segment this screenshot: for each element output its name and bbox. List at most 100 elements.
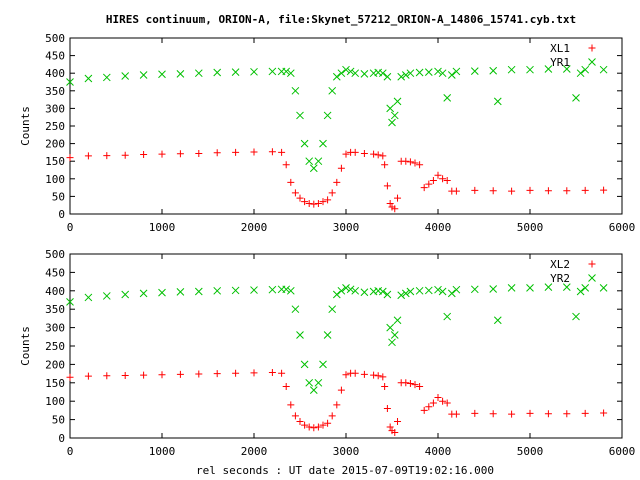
data-point	[195, 149, 203, 157]
y-tick-label: 100	[45, 395, 65, 408]
data-point	[489, 285, 498, 293]
data-point	[471, 186, 479, 194]
data-point	[310, 424, 318, 432]
data-point	[328, 189, 336, 197]
data-point	[439, 175, 447, 183]
data-point	[213, 149, 221, 157]
data-point	[84, 372, 92, 380]
data-point	[438, 69, 447, 78]
data-point	[386, 104, 395, 113]
data-point	[434, 67, 442, 76]
data-point	[296, 331, 304, 339]
data-point	[337, 164, 345, 172]
data-point	[383, 405, 391, 413]
legend-label: YR2	[550, 272, 570, 285]
data-point	[425, 403, 433, 411]
data-point	[493, 97, 502, 106]
data-point	[176, 288, 185, 296]
x-tick-label: 0	[67, 221, 74, 234]
data-point	[544, 65, 553, 73]
legend-marker	[588, 58, 596, 66]
data-point	[158, 371, 166, 379]
data-point	[447, 71, 456, 79]
data-point	[402, 379, 410, 387]
plot-frame	[69, 253, 623, 439]
data-point	[158, 70, 166, 79]
data-point	[282, 285, 291, 294]
x-tick-label: 0	[67, 445, 74, 458]
data-point	[305, 423, 313, 431]
legend-label: XL1	[550, 42, 570, 55]
data-point	[176, 150, 184, 158]
data-point	[394, 194, 402, 202]
data-point	[351, 69, 360, 78]
data-point	[342, 150, 350, 158]
data-point	[394, 417, 402, 425]
y-tick-label: 0	[58, 208, 65, 221]
data-point	[66, 154, 74, 162]
data-point	[324, 419, 332, 427]
data-point	[176, 70, 185, 78]
data-point	[402, 157, 410, 165]
data-point	[332, 290, 341, 299]
legend-label: YR1	[550, 56, 570, 69]
data-point	[66, 297, 74, 306]
data-point	[429, 399, 437, 407]
data-point	[328, 305, 337, 314]
data-point	[314, 423, 322, 431]
data-point	[374, 372, 382, 380]
data-point	[213, 286, 222, 295]
data-point	[121, 72, 130, 80]
data-point	[301, 421, 309, 429]
data-point	[572, 93, 580, 102]
data-point	[300, 360, 309, 369]
legend-marker	[588, 274, 596, 282]
x-tick-label: 4000	[425, 221, 452, 234]
data-point	[360, 288, 369, 297]
data-point	[121, 151, 129, 159]
data-point	[296, 111, 304, 120]
data-point	[333, 178, 341, 186]
data-point	[360, 370, 368, 378]
data-point	[443, 93, 452, 102]
data-point	[452, 285, 461, 294]
data-point	[563, 410, 571, 418]
data-point	[581, 409, 589, 417]
data-point	[333, 401, 341, 409]
data-point	[393, 97, 402, 106]
y-tick-label: 300	[45, 102, 65, 115]
data-point	[470, 67, 479, 75]
data-point	[194, 287, 203, 296]
data-point	[508, 187, 516, 195]
data-point	[103, 152, 111, 160]
data-point	[508, 410, 516, 418]
y-tick-label: 300	[45, 322, 65, 335]
data-point	[296, 194, 304, 202]
data-point	[301, 198, 309, 206]
data-point	[438, 287, 447, 296]
data-point	[84, 293, 93, 302]
data-point	[493, 316, 502, 325]
data-point	[434, 285, 442, 294]
data-point	[452, 410, 460, 418]
data-point	[599, 284, 608, 292]
data-point	[581, 284, 590, 292]
data-point	[314, 378, 323, 387]
data-point	[443, 399, 451, 407]
data-point	[439, 397, 447, 405]
data-point	[391, 428, 399, 436]
data-point	[291, 189, 299, 197]
data-point	[381, 161, 389, 169]
data-point	[324, 196, 332, 204]
data-point	[563, 187, 571, 195]
data-point	[351, 369, 359, 377]
data-point	[370, 150, 378, 158]
data-point	[378, 69, 387, 78]
data-point	[323, 111, 332, 120]
data-point	[576, 287, 585, 296]
data-point	[342, 65, 350, 74]
data-point	[305, 199, 313, 207]
data-point	[337, 386, 345, 394]
data-point	[370, 371, 378, 379]
